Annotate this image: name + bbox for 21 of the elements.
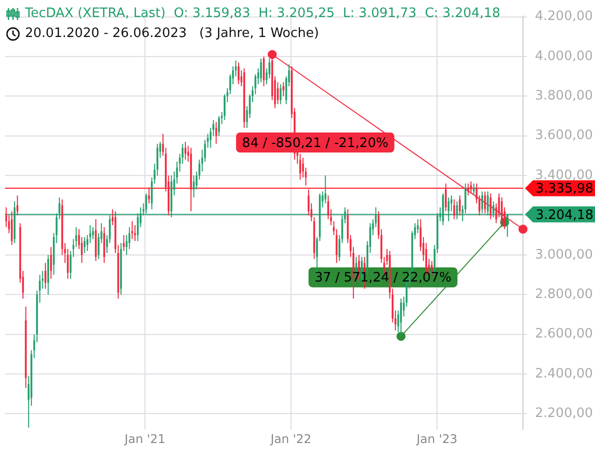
x-tick-label: Jan '23 (416, 432, 458, 446)
y-tick-label: 3.400,00 (535, 168, 593, 183)
annotation: 84 / -850,21 / -21,20% (242, 136, 388, 151)
chart-title: TecDAX (XETRA, Last) O: 3.159,83 H: 3.205,25 L: 3.091,73 C: 3.204,18 (25, 5, 500, 23)
y-tick-label: 3.600,00 (535, 128, 593, 144)
point (396, 332, 406, 341)
y-tick-label: 2.200,00 (535, 406, 593, 422)
point (518, 224, 528, 234)
x-tick-label: Jan '21 (124, 432, 166, 446)
y-tick-label: 2.800,00 (535, 287, 593, 302)
x-tick-label: Jan '22 (270, 432, 312, 446)
ref-line-label: 3.204,18 (536, 208, 594, 223)
ref-line-label: 3.335,98 (536, 182, 594, 197)
y-tick-label: 2.600,00 (535, 326, 593, 342)
text: 20.01.2020 - 26.06.2023 (3 Jahre, 1 Woche) (25, 25, 319, 43)
y-tick-label: 2.400,00 (535, 366, 593, 382)
y-tick-label: 3.000,00 (535, 247, 593, 262)
y-tick-label: 3.800,00 (535, 88, 593, 104)
point (268, 50, 277, 59)
y-tick-label: 4.200,00 (535, 9, 593, 24)
y-tick-label: 4.000,00 (535, 48, 593, 64)
